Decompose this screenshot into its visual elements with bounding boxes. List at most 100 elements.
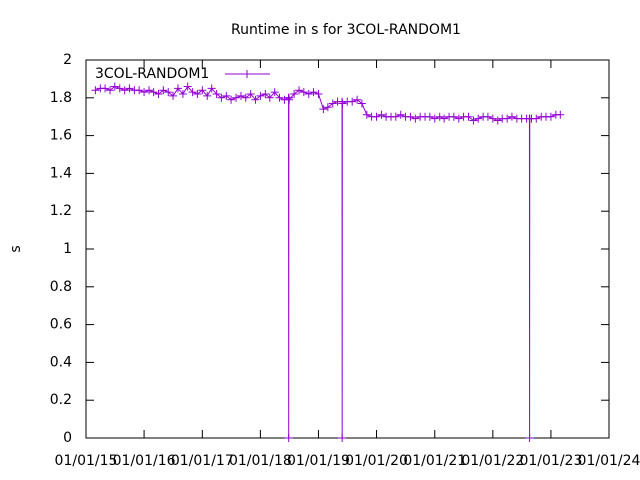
point bbox=[207, 84, 216, 93]
y-tick-label: 0.8 bbox=[50, 279, 72, 295]
point bbox=[469, 116, 478, 125]
point bbox=[140, 88, 149, 97]
y-tick-label: 0 bbox=[63, 430, 72, 446]
point bbox=[261, 90, 270, 99]
point bbox=[275, 93, 284, 102]
y-tick-label: 1 bbox=[63, 241, 72, 257]
point bbox=[348, 97, 357, 106]
point bbox=[309, 88, 318, 97]
point bbox=[328, 99, 337, 108]
point bbox=[149, 88, 158, 97]
x-tick-label: 01/01/22 bbox=[461, 453, 524, 469]
x-tick-label: 01/01/15 bbox=[55, 453, 118, 469]
point bbox=[101, 84, 110, 93]
point bbox=[377, 110, 386, 119]
point bbox=[183, 82, 192, 91]
legend-label: 3COL-RANDOM1 bbox=[95, 66, 209, 82]
x-tick-label: 01/01/18 bbox=[229, 453, 292, 469]
point bbox=[241, 93, 250, 102]
point bbox=[284, 434, 293, 442]
point bbox=[411, 114, 420, 123]
y-tick-label: 0.4 bbox=[50, 354, 72, 370]
point bbox=[372, 112, 381, 121]
y-axis-label: s bbox=[8, 245, 24, 252]
x-tick-label: 01/01/17 bbox=[171, 453, 234, 469]
point bbox=[193, 90, 202, 99]
point bbox=[110, 82, 119, 91]
series-line bbox=[95, 85, 561, 439]
point bbox=[483, 112, 492, 121]
y-tick-label: 1.4 bbox=[50, 165, 72, 181]
point bbox=[164, 88, 173, 97]
point bbox=[115, 84, 124, 93]
point bbox=[145, 86, 154, 95]
point bbox=[425, 112, 434, 121]
chart-title: Runtime in s for 3COL-RANDOM1 bbox=[231, 22, 461, 38]
point bbox=[232, 93, 241, 102]
plot-frame bbox=[85, 59, 610, 439]
point bbox=[299, 88, 308, 97]
point bbox=[125, 84, 134, 93]
point bbox=[532, 114, 541, 123]
point bbox=[525, 434, 534, 442]
point bbox=[135, 86, 144, 95]
point bbox=[556, 110, 565, 119]
point bbox=[440, 114, 449, 123]
point bbox=[507, 112, 516, 121]
point bbox=[265, 93, 274, 102]
x-tick-label: 01/01/20 bbox=[345, 453, 408, 469]
point bbox=[353, 95, 362, 104]
point bbox=[314, 90, 323, 99]
y-tick-label: 0.2 bbox=[50, 392, 72, 408]
point bbox=[203, 91, 212, 100]
point bbox=[319, 105, 328, 114]
x-tick-label: 01/01/23 bbox=[519, 453, 582, 469]
point bbox=[256, 91, 265, 100]
point bbox=[295, 86, 304, 95]
point bbox=[236, 91, 245, 100]
point bbox=[285, 95, 294, 104]
point bbox=[488, 114, 497, 123]
x-tick-label: 01/01/19 bbox=[287, 453, 350, 469]
point bbox=[198, 86, 207, 95]
y-tick-label: 2 bbox=[63, 52, 72, 68]
point bbox=[154, 90, 163, 99]
point bbox=[323, 103, 332, 112]
point bbox=[159, 86, 168, 95]
x-tick-label: 01/01/24 bbox=[578, 453, 640, 469]
point bbox=[188, 88, 197, 97]
point bbox=[546, 112, 555, 121]
point bbox=[430, 114, 439, 123]
point bbox=[338, 99, 347, 108]
point bbox=[474, 114, 483, 123]
y-tick-label: 1.8 bbox=[50, 90, 72, 106]
point bbox=[246, 90, 255, 99]
point bbox=[120, 86, 129, 95]
point bbox=[406, 112, 415, 121]
point bbox=[493, 116, 502, 125]
x-tick-label: 01/01/21 bbox=[403, 453, 466, 469]
y-tick-label: 1.2 bbox=[50, 203, 72, 219]
x-tick-label: 01/01/16 bbox=[113, 453, 176, 469]
point bbox=[338, 434, 347, 442]
point bbox=[106, 86, 115, 95]
y-tick-label: 0.6 bbox=[50, 317, 72, 333]
point bbox=[243, 70, 251, 78]
point bbox=[222, 91, 231, 100]
point bbox=[503, 114, 512, 123]
point bbox=[396, 110, 405, 119]
point bbox=[362, 110, 371, 119]
point bbox=[304, 90, 313, 99]
y-tick-label: 1.6 bbox=[50, 128, 72, 144]
point bbox=[178, 90, 187, 99]
point bbox=[91, 86, 100, 95]
point bbox=[212, 90, 221, 99]
point bbox=[227, 95, 236, 104]
point bbox=[464, 112, 473, 121]
point bbox=[217, 93, 226, 102]
point bbox=[169, 91, 178, 100]
point bbox=[173, 84, 182, 93]
point bbox=[251, 95, 260, 104]
point bbox=[270, 88, 279, 97]
